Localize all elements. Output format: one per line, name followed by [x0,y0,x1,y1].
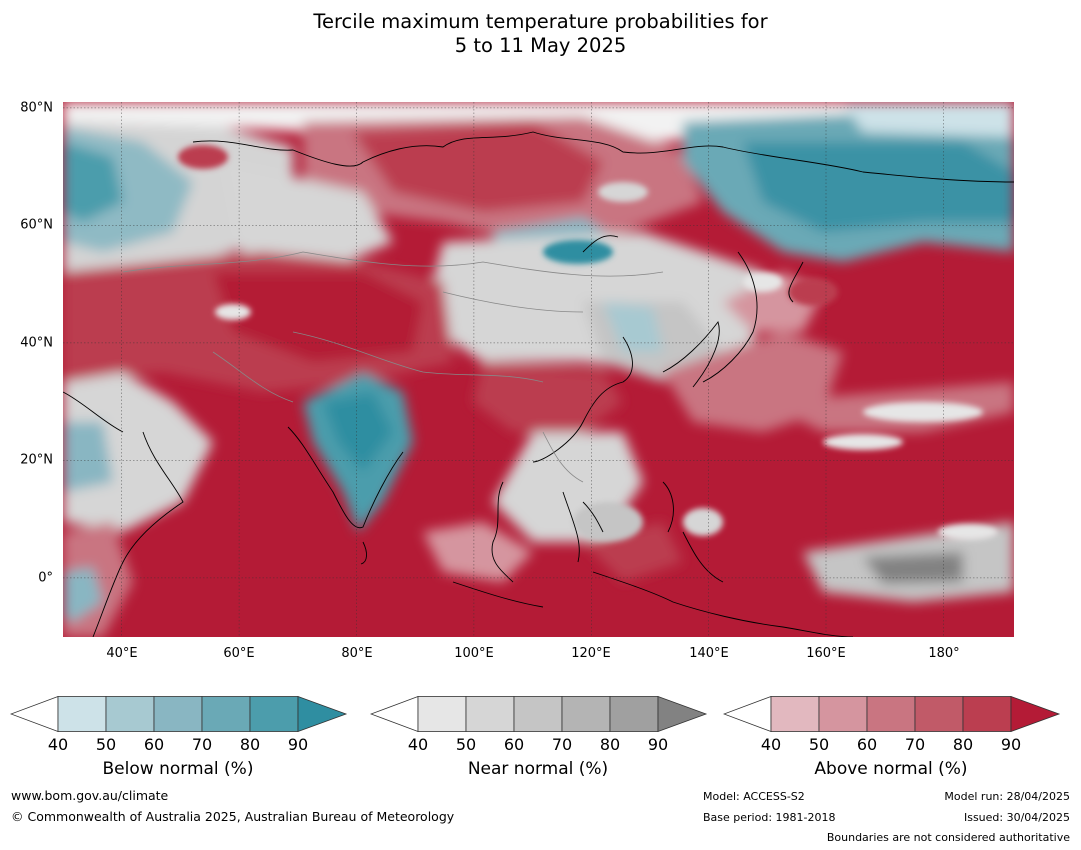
cbar-near-over [657,696,708,732]
colorbar-below-normal [10,696,348,732]
cbar-near-tick: 80 [599,735,621,754]
cbar-below-tick: 40 [47,735,69,754]
lat-label-60n: 60°N [20,217,53,233]
coastlines [63,131,1014,637]
cbar-near-seg [417,696,467,732]
cbar-below-title: Below normal (%) [102,759,254,779]
cbar-near-tick: 70 [551,735,573,754]
colorbar-near-normal [370,696,708,732]
lon-label-140e: 140°E [689,646,729,661]
cbar-above-tick: 60 [856,735,878,754]
cbar-below-seg [57,696,107,732]
cbar-near-seg [561,696,611,732]
cbar-below-over [297,696,348,732]
cbar-below-tick: 70 [191,735,213,754]
colorbar-above-normal [723,696,1061,732]
cbar-below-under [10,696,59,732]
cbar-near-seg [609,696,659,732]
cbar-near-tick: 90 [647,735,669,754]
probability-detail [178,145,998,542]
cbar-above-over [1010,696,1061,732]
cbar-above-seg [962,696,1012,732]
cbar-below-seg [249,696,299,732]
lon-label-80e: 80°E [341,646,373,661]
lat-label-20n: 20°N [20,452,53,468]
cbar-below-tick: 90 [287,735,309,754]
footer-model: Model: ACCESS-S2 [703,790,805,803]
lon-label-180: 180° [928,646,960,661]
lat-label-0: 0° [38,570,53,586]
cbar-above-under [723,696,772,732]
cbar-near-seg [465,696,515,732]
cbar-above-tick: 40 [760,735,782,754]
cbar-below-seg [153,696,203,732]
probability-field [63,102,1014,637]
cbar-above-seg [866,696,916,732]
cbar-near-tick: 60 [503,735,525,754]
cbar-above-seg [770,696,820,732]
lon-label-160e: 160°E [806,646,846,661]
cbar-above-tick: 50 [808,735,830,754]
cbar-near-seg [513,696,563,732]
lat-label-80n: 80°N [20,100,53,116]
lon-label-100e: 100°E [454,646,494,661]
footer-disclaimer: Boundaries are not considered authoritat… [826,831,1070,844]
cbar-below-seg [201,696,251,732]
cbar-near-title: Near normal (%) [467,759,609,779]
lon-label-40e: 40°E [106,646,138,661]
cbar-below-tick: 50 [95,735,117,754]
cbar-near-tick: 40 [407,735,429,754]
footer-issued: Issued: 30/04/2025 [963,811,1070,824]
title-line-2: 5 to 11 May 2025 [454,34,627,57]
boundaries [122,251,664,483]
lat-label-40n: 40°N [20,335,53,351]
cbar-below-tick: 80 [239,735,261,754]
chart-title: Tercile maximum temperature probabilitie… [0,10,1081,58]
footer-model-run: Model run: 28/04/2025 [944,790,1070,803]
footer-url[interactable]: www.bom.gov.au/climate [11,788,169,803]
title-line-1: Tercile maximum temperature probabilitie… [313,10,768,33]
cbar-above-tick: 90 [1000,735,1022,754]
cbar-near-under [370,696,419,732]
lon-label-60e: 60°E [223,646,255,661]
cbar-above-seg [914,696,964,732]
footer-copyright: © Commonwealth of Australia 2025, Austra… [11,809,455,824]
cbar-near-tick: 50 [455,735,477,754]
cbar-above-title: Above normal (%) [814,759,968,779]
probability-map [63,102,1014,637]
footer-base-period: Base period: 1981-2018 [703,811,836,824]
gridlines [63,102,1014,637]
cbar-above-tick: 70 [904,735,926,754]
cbar-above-seg [818,696,868,732]
cbar-above-tick: 80 [952,735,974,754]
lon-label-120e: 120°E [571,646,611,661]
cbar-below-seg [105,696,155,732]
cbar-below-tick: 60 [143,735,165,754]
